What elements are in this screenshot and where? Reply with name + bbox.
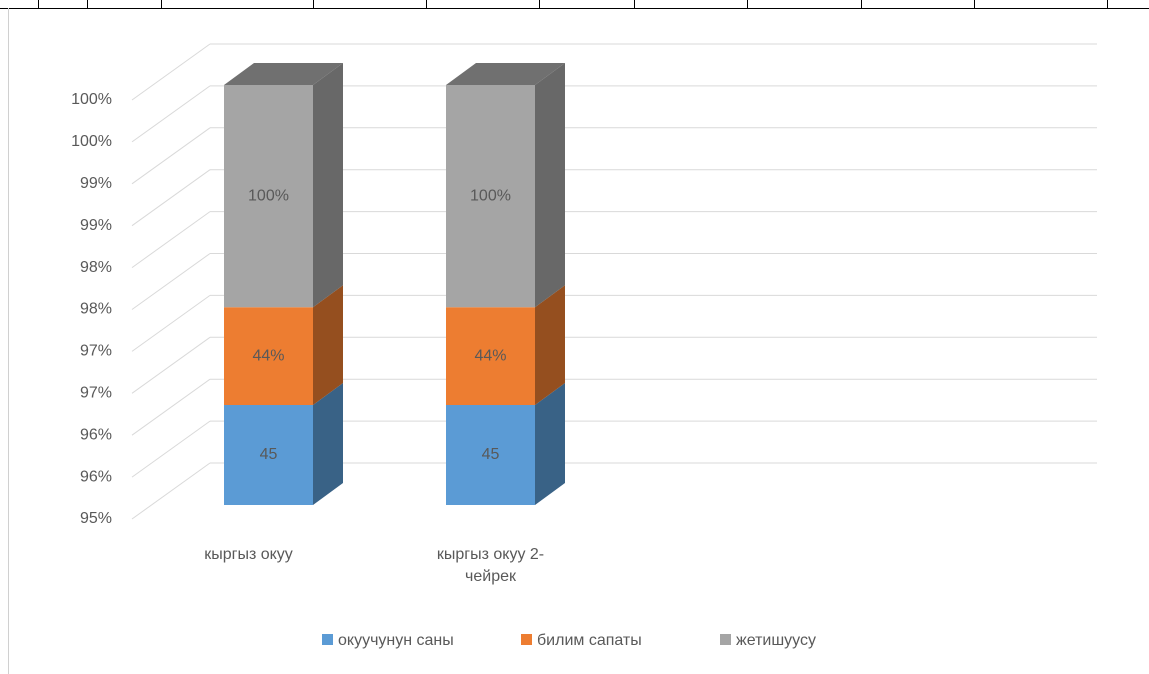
- bar-segment: [224, 285, 343, 405]
- legend-swatch: [720, 634, 731, 645]
- y-tick-label: 98%: [80, 259, 112, 276]
- bar-top: [224, 63, 343, 85]
- legend-swatch: [521, 634, 532, 645]
- data-label: 100%: [248, 187, 289, 204]
- y-tick-label: 95%: [80, 510, 112, 527]
- bar-front: [224, 405, 313, 505]
- y-tick-label: 99%: [80, 217, 112, 234]
- bar-side: [535, 383, 565, 505]
- bar-front: [224, 85, 313, 308]
- bar-side: [535, 63, 565, 308]
- y-tick-label: 98%: [80, 301, 112, 318]
- grid-line: [131, 169, 211, 227]
- bar-segment: [446, 285, 565, 405]
- y-tick-label: 100%: [71, 91, 112, 108]
- legend-label: жетишуусу: [736, 632, 816, 649]
- legend-label: окуучунун саны: [338, 632, 454, 649]
- bar-segment: [446, 63, 565, 308]
- y-tick-label: 100%: [71, 133, 112, 150]
- bar-side: [313, 285, 343, 405]
- bar-front: [446, 405, 535, 505]
- x-tick-label: кыргыз окуу 2-чейрек: [436, 546, 545, 585]
- grid-line: [131, 462, 211, 520]
- bar-front: [446, 307, 535, 405]
- data-label: 45: [260, 446, 278, 463]
- bar-front: [224, 307, 313, 405]
- x-tick-label: кыргыз окуу: [204, 546, 293, 563]
- y-tick-label: 97%: [80, 385, 112, 402]
- grid-line: [131, 127, 211, 185]
- y-tick-label: 99%: [80, 175, 112, 192]
- data-label: 44%: [474, 347, 506, 364]
- grid-line: [131, 253, 211, 310]
- y-tick-label: 96%: [80, 426, 112, 443]
- bar-segment: [224, 383, 343, 505]
- grid-line: [131, 211, 211, 269]
- legend-swatch: [322, 634, 333, 645]
- bar-front: [446, 85, 535, 308]
- bar-side: [313, 383, 343, 505]
- data-label: 45: [482, 446, 500, 463]
- y-tick-label: 97%: [80, 343, 112, 360]
- grid-line: [131, 85, 211, 143]
- grid-line: [131, 378, 211, 436]
- grid-line: [131, 43, 211, 101]
- bar-segment: [224, 63, 343, 308]
- grid-line: [131, 420, 211, 478]
- data-label: 100%: [470, 187, 511, 204]
- grid-line: [131, 294, 211, 352]
- grid-line: [131, 336, 211, 394]
- bar-side: [313, 63, 343, 308]
- bar-side: [535, 285, 565, 405]
- data-label: 44%: [252, 347, 284, 364]
- y-tick-label: 96%: [80, 468, 112, 485]
- bar-segment: [446, 383, 565, 505]
- legend-label: билим сапаты: [537, 632, 642, 649]
- bar-top: [446, 63, 565, 85]
